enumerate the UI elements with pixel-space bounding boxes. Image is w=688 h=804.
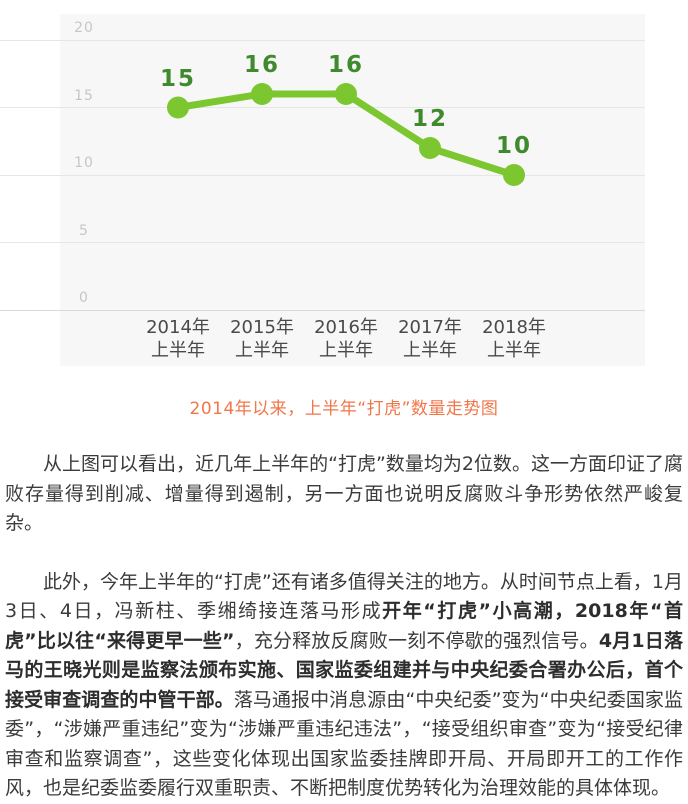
x-tick-year: 2017年 bbox=[398, 317, 462, 338]
x-tick-label: 2016年 上半年 bbox=[301, 316, 391, 362]
line-series bbox=[167, 83, 525, 186]
text-run: 落马通报中消息源由“中央纪委”变为“中央纪委国家监委”，“涉嫌严重违纪”变为“涉… bbox=[5, 688, 683, 800]
value-label: 12 bbox=[411, 106, 448, 132]
trend-line bbox=[174, 90, 518, 179]
x-tick-half-year: 上半年 bbox=[151, 340, 205, 361]
paragraph: 从上图可以看出，近几年上半年的“打虎”数量均为2位数。这一方面印证了腐败存量得到… bbox=[5, 450, 683, 539]
x-tick-label: 2014年 上半年 bbox=[133, 316, 223, 362]
value-label: 15 bbox=[159, 65, 196, 92]
y-tick-label: 20 bbox=[74, 20, 94, 36]
data-point-marker bbox=[335, 83, 357, 105]
bold-text-run: 开年“打虎”小高潮，2018年“首虎”比以往“来得更早一些” bbox=[5, 600, 684, 652]
gridline bbox=[0, 39, 645, 41]
gridline bbox=[0, 242, 645, 243]
x-tick-half-year: 上半年 bbox=[235, 340, 289, 361]
y-tick-label: 0 bbox=[79, 290, 89, 306]
article-body: 从上图可以看出，近几年上半年的“打虎”数量均为2位数。这一方面印证了腐败存量得到… bbox=[0, 450, 688, 804]
x-tick-half-year: 上半年 bbox=[319, 340, 373, 361]
text-run: 此外，今年上半年的“打虎”还有诸多值得关注的地方。从时间节点上看，1月3日、4日… bbox=[5, 570, 683, 623]
data-point-marker bbox=[167, 96, 189, 119]
paragraph: 此外，今年上半年的“打虎”还有诸多值得关注的地方。从时间节点上看，1月3日、4日… bbox=[5, 568, 683, 804]
x-tick-label: 2015年 上半年 bbox=[217, 316, 307, 362]
value-label: 16 bbox=[243, 52, 280, 78]
data-point-marker bbox=[251, 83, 273, 105]
x-tick-half-year: 上半年 bbox=[403, 340, 457, 361]
x-tick-label: 2017年 上半年 bbox=[385, 316, 475, 362]
value-label: 16 bbox=[327, 52, 364, 78]
gridline bbox=[0, 309, 645, 311]
x-tick-half-year: 上半年 bbox=[487, 340, 541, 361]
x-tick-label: 2018年 上半年 bbox=[469, 316, 559, 362]
x-tick-year: 2015年 bbox=[230, 317, 294, 338]
data-point-marker bbox=[503, 164, 525, 186]
y-tick-label: 10 bbox=[74, 155, 94, 171]
value-label: 10 bbox=[495, 133, 532, 159]
data-point-marker bbox=[419, 137, 441, 159]
tiger-count-line-chart: 20 15 10 5 0 15 2014年 上半年 16 2015年 上半年 16 2016年 上半年 12… bbox=[0, 0, 688, 380]
gridline bbox=[0, 174, 645, 176]
text-run: ，充分释放反腐败一刻不停歇的强烈信号。 bbox=[234, 629, 599, 652]
chart-caption: 2014年以来，上半年“打虎”数量走势图 bbox=[189, 399, 499, 419]
chart-plot-background bbox=[60, 14, 645, 366]
y-tick-label: 15 bbox=[74, 87, 94, 104]
y-tick-label: 5 bbox=[79, 222, 89, 239]
text-run: 从上图可以看出，近几年上半年的“打虎”数量均为2位数。这一方面印证了腐败存量得到… bbox=[5, 453, 683, 534]
x-tick-year: 2018年 bbox=[482, 317, 546, 338]
x-tick-year: 2014年 bbox=[146, 317, 210, 338]
gridline bbox=[0, 107, 645, 108]
x-tick-year: 2016年 bbox=[314, 317, 378, 338]
bold-text-run: 4月1日落马的王晓光则是监察法颁布实施、国家监委组建并与中央纪委合署办公后，首个… bbox=[5, 629, 683, 711]
